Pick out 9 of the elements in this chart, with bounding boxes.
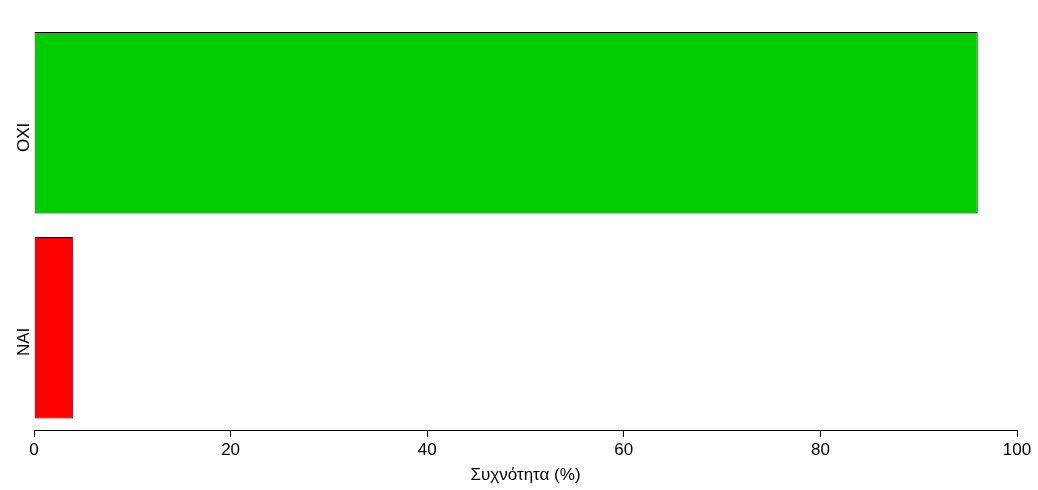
x-axis-title: Συχνότητα (%)	[470, 465, 581, 485]
x-tick-label: 0	[29, 440, 39, 460]
x-tick-label: 20	[221, 440, 241, 460]
x-tick-label: 80	[810, 440, 830, 460]
x-tick-label: 60	[614, 440, 634, 460]
y-tick-label: ΟΧΙ	[13, 122, 33, 152]
x-tick-label: 40	[417, 440, 437, 460]
x-tick-label: 100	[1002, 440, 1032, 460]
y-tick-label: ΝΑΙ	[13, 327, 33, 357]
